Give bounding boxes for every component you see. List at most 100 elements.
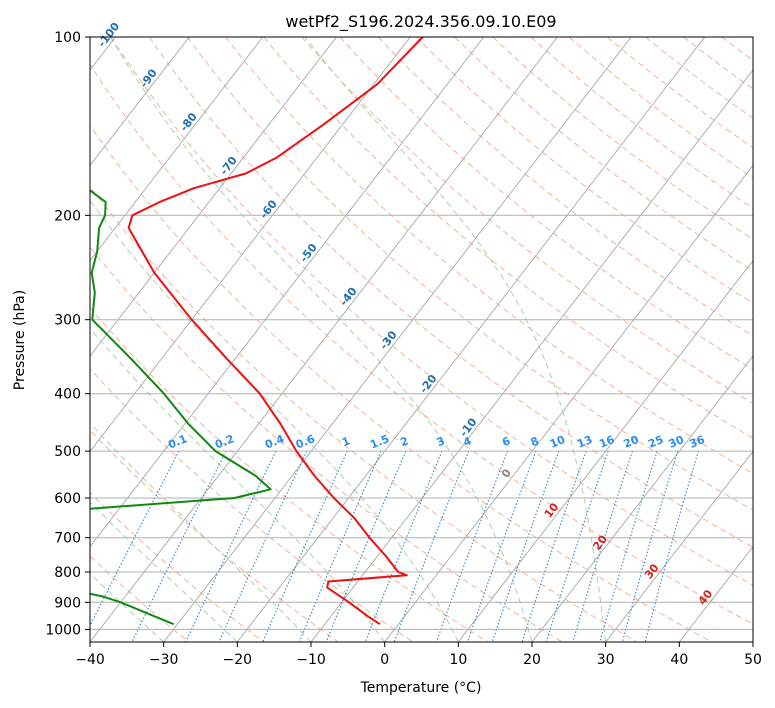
mixing-ratio-line [131,450,227,642]
y-tick-label: 600 [54,491,81,507]
mixing-ratio-line [364,450,443,642]
y-tick-label: 800 [54,565,81,581]
x-tick-label: −10 [296,652,326,668]
moist-adiabat [90,501,238,642]
isotherm-line [605,450,753,642]
isotherm-line [90,37,337,357]
diagram-background [90,37,775,642]
mixing-ratio-line [185,450,277,642]
isotherm-line [90,37,485,548]
y-tick-label: 500 [54,444,81,460]
mixing-ratio-line [491,450,560,642]
mixing-ratio-label: 0.2 [213,432,236,451]
dry-adiabat [90,306,488,642]
dry-adiabat [90,124,712,642]
y-tick-label: 300 [54,313,81,329]
x-axis-label: Temperature (°C) [360,680,482,696]
mixing-ratio-line [466,450,537,642]
x-tick-label: 50 [744,652,762,668]
isotherm-line [90,37,190,167]
x-tick-label: 20 [523,652,541,668]
isotherm-line [90,37,411,453]
dry-adiabat [377,37,753,337]
skew-line-label: 0 [499,466,514,480]
skew-line-label: 40 [696,587,716,607]
y-tick-label: 100 [54,30,81,46]
mixing-ratio-label: 1 [340,434,352,449]
y-tick-label: 400 [54,387,81,403]
mixing-ratio-label: 8 [529,434,541,449]
profile-curves [90,37,424,626]
dry-adiabat [760,37,775,642]
x-tick-label: 30 [597,652,615,668]
mixing-ratio-label: 3 [435,434,447,449]
skew-line-label: -90 [137,66,160,90]
skew-line-label: -60 [257,197,280,221]
x-tick-label: −40 [75,652,105,668]
dewpoint-curve [90,189,272,626]
dry-adiabat [90,367,414,642]
mixing-ratio-label: 16 [597,433,616,451]
x-tick-label: 10 [449,652,467,668]
skew-line-label: -50 [297,241,320,265]
skew-line-label: -70 [217,154,240,178]
mixing-ratio-line [599,450,658,642]
mixing-ratio-line [325,450,407,642]
mixing-ratio-label: 2 [399,434,411,449]
mixing-ratio-label: 1.5 [368,432,391,451]
isotherm-line [163,37,632,642]
mixing-ratio-label: 0.1 [166,432,189,451]
moist-adiabat [90,572,165,642]
mixing-ratio-label: 25 [646,433,665,451]
y-tick-label: 200 [54,208,81,224]
mixing-ratio-line [621,450,679,642]
mixing-ratio-label: 10 [548,433,567,451]
dry-adiabat [606,37,753,149]
dry-adiabat [339,37,753,370]
dry-adiabat [454,37,753,272]
skew-line-label: -40 [337,285,360,309]
x-tick-label: 40 [670,652,688,668]
y-tick-label: 1000 [45,622,81,638]
mixing-ratio-label: 6 [500,434,512,449]
dry-adiabat [90,63,753,625]
skew-line-label: -80 [177,110,200,134]
isotherm-line [531,355,753,642]
isotherm-line [752,641,753,642]
dry-adiabat [110,37,753,586]
mixing-ratio-line [90,450,180,628]
x-tick-label: −20 [223,652,253,668]
y-axis-label: Pressure (hPa) [12,290,28,390]
x-axis-ticks: −40 −30 −20 −10 0 10 20 30 40 50 [75,642,762,668]
dry-adiabat [530,37,753,210]
isotherm-line [457,259,753,642]
dry-adiabat [568,37,753,179]
moist-adiabat [304,37,607,642]
skew-line-label: 30 [642,561,662,581]
mixing-ratio-label: 20 [622,433,641,451]
moist-adiabat [109,37,533,642]
x-tick-label: 0 [380,652,389,668]
y-axis-ticks: 100 200 300 400 500 600 700 800 900 1000 [45,30,90,638]
mixing-ratio-line [262,450,348,642]
plot-frame [89,36,754,643]
isotherm-line [236,37,706,642]
dry-adiabat [90,246,563,642]
dry-adiabat [90,492,264,642]
moist-adiabat [90,327,386,642]
dry-adiabat [186,37,753,511]
mixing-ratio-label: 4 [461,434,473,449]
moist-adiabat [90,199,459,642]
mixing-ratio-line [644,450,699,642]
moist-adiabat [90,422,312,642]
isotherm-line [310,69,753,642]
mixing-ratio-line [435,450,509,642]
skew-line-label: -20 [417,372,440,396]
dry-adiabat [148,37,753,548]
dry-adiabat [416,37,753,304]
skew-line-label: 10 [542,500,562,520]
mixing-ratio-label: 36 [688,433,707,451]
x-tick-label: −30 [149,652,179,668]
chart-title: wetPf2_S196.2024.356.09.10.E09 [285,12,556,32]
